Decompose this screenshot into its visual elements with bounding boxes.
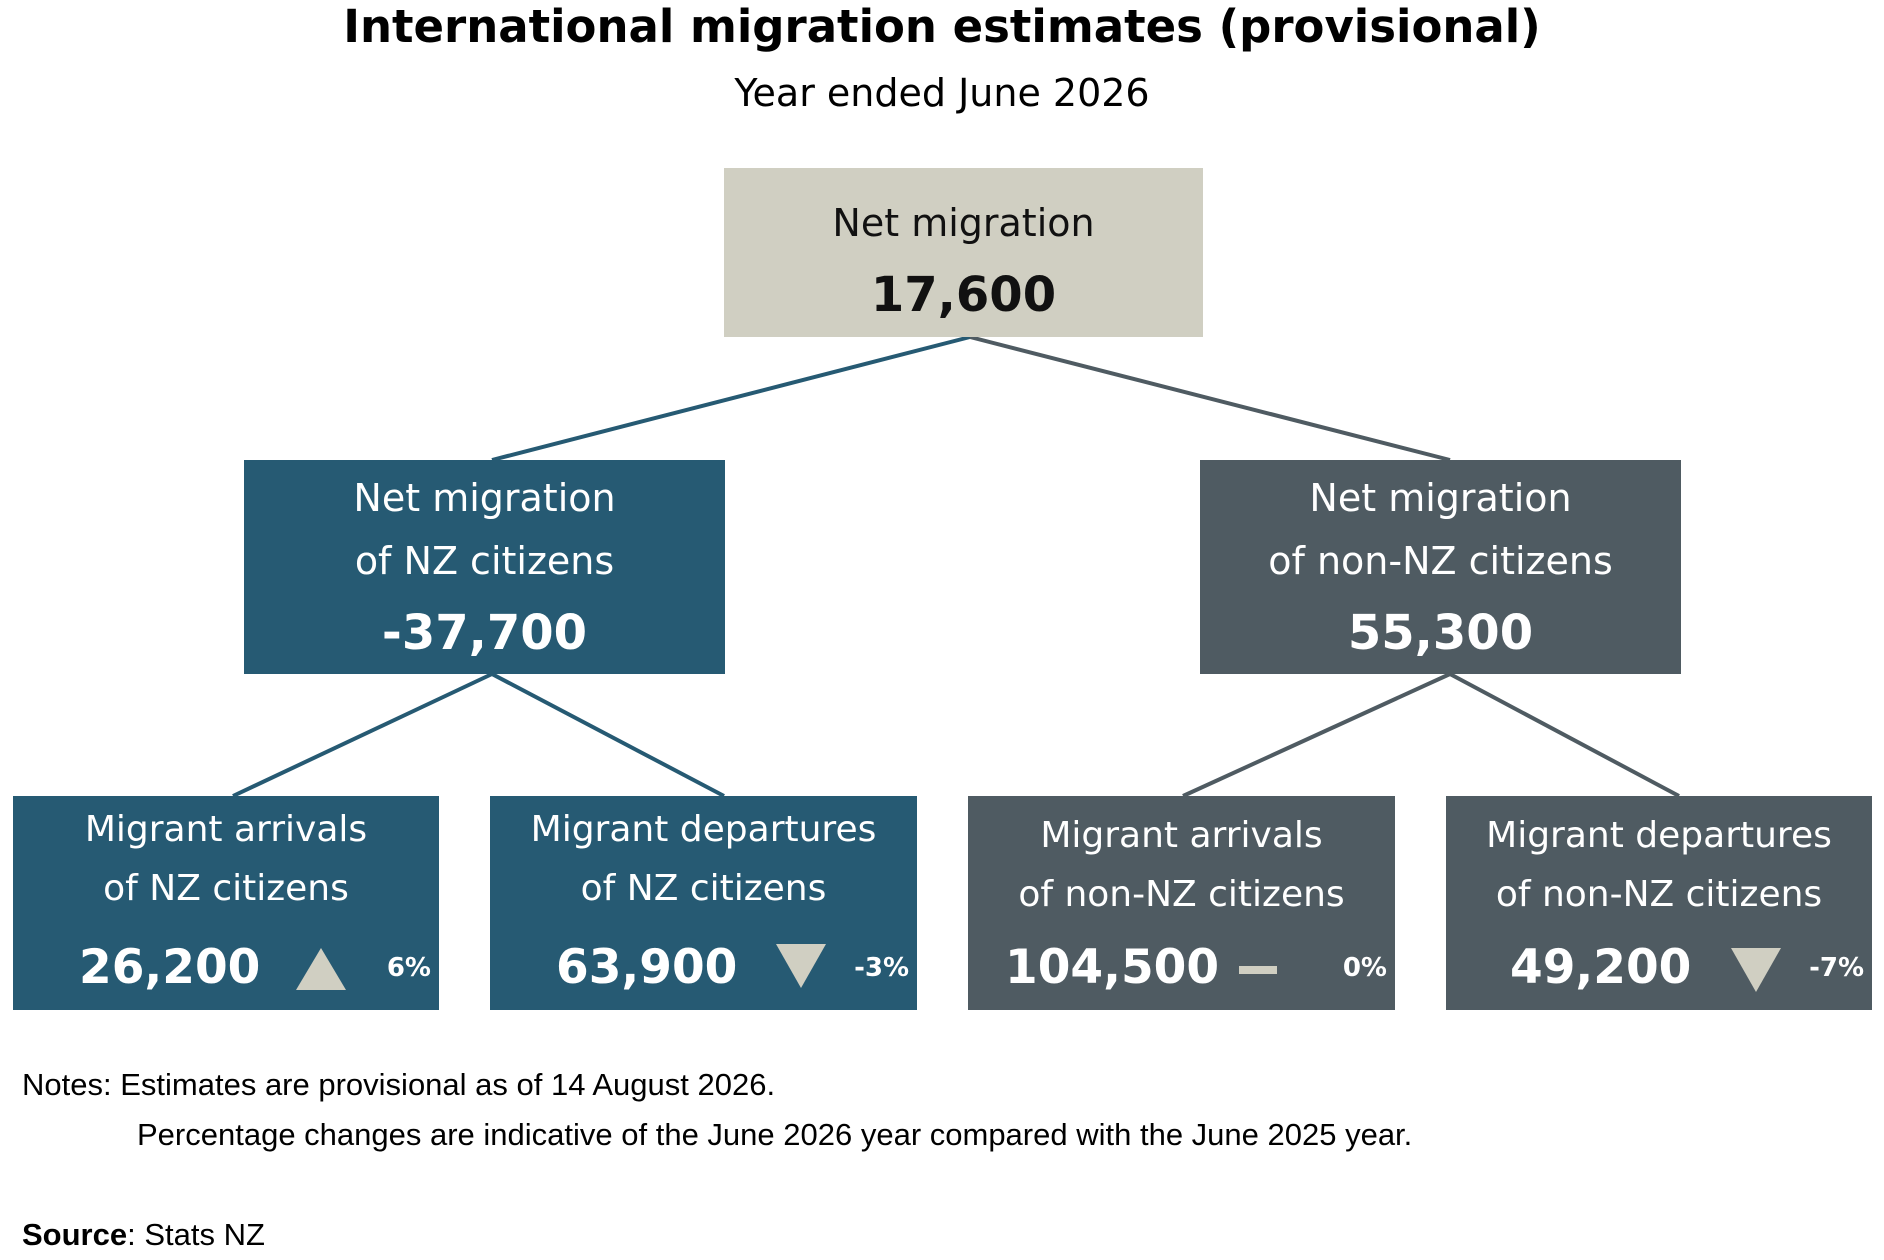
nz-departures-box: Migrant departures of NZ citizens 63,900…: [490, 796, 917, 1010]
net-migration-value: 17,600: [870, 267, 1057, 323]
non-nz-net-migration-box: Net migration of non-NZ citizens 55,300: [1200, 460, 1681, 674]
connector-non-nz-departures: [1449, 672, 1680, 798]
nz-arrivals-label-line1: Migrant arrivals: [84, 809, 368, 850]
connector-non-nz-arrivals: [1182, 672, 1451, 798]
non-nz-arrivals-box: Migrant arrivals of non-NZ citizens 104,…: [968, 796, 1395, 1010]
non-nz-net-label-line2: of non-NZ citizens: [1268, 539, 1613, 583]
notes-line1: Estimates are provisional as of 14 Augus…: [120, 1067, 776, 1102]
notes-line2: Percentage changes are indicative of the…: [137, 1117, 1413, 1152]
nz-arrivals-box: Migrant arrivals of NZ citizens 26,200 6…: [13, 796, 439, 1010]
non-nz-arrivals-label-line1: Migrant arrivals: [1040, 815, 1323, 856]
nz-net-migration-box: Net migration of NZ citizens -37,700: [244, 460, 725, 674]
net-migration-label: Net migration: [832, 201, 1095, 245]
nz-net-label-line1: Net migration: [353, 476, 616, 520]
down-triangle-icon: [776, 944, 826, 988]
non-nz-departures-label-line1: Migrant departures: [1486, 815, 1832, 856]
source-label: Source: [22, 1217, 128, 1252]
notes-label: Notes:: [22, 1067, 112, 1102]
up-triangle-icon: [296, 948, 346, 990]
nz-departures-change: -3%: [854, 953, 909, 983]
dash-icon: [1239, 966, 1277, 974]
non-nz-arrivals-value: 104,500: [1005, 940, 1220, 995]
notes: Notes: Estimates are provisional as of 1…: [22, 1060, 1412, 1160]
nz-net-value: -37,700: [381, 605, 588, 661]
nz-arrivals-value: 26,200: [79, 940, 261, 995]
connector-nz-departures: [491, 672, 725, 798]
chart-subtitle: Year ended June 2026: [734, 71, 1150, 115]
down-triangle-icon: [1731, 948, 1781, 992]
nz-departures-label-line2: of NZ citizens: [580, 868, 827, 909]
nz-arrivals-change: 6%: [386, 953, 431, 983]
non-nz-net-label-line1: Net migration: [1309, 476, 1572, 520]
net-migration-box: Net migration 17,600: [724, 168, 1203, 337]
non-nz-departures-box: Migrant departures of non-NZ citizens 49…: [1446, 796, 1872, 1010]
source-text: : Stats NZ: [127, 1217, 265, 1252]
nz-departures-label-line1: Migrant departures: [530, 809, 877, 850]
non-nz-departures-label-line2: of non-NZ citizens: [1495, 874, 1823, 915]
chart-title: International migration estimates (provi…: [343, 0, 1541, 53]
nz-net-label-line2: of NZ citizens: [354, 539, 615, 583]
connector-root-non-nz: [969, 335, 1451, 462]
nz-departures-value: 63,900: [556, 940, 738, 995]
non-nz-arrivals-change: 0%: [1342, 953, 1387, 983]
connector-nz-arrivals: [232, 672, 493, 798]
nz-arrivals-label-line2: of NZ citizens: [103, 868, 349, 909]
non-nz-departures-value: 49,200: [1510, 940, 1692, 995]
connector-root-nz: [491, 335, 971, 462]
non-nz-departures-change: -7%: [1809, 953, 1864, 983]
non-nz-arrivals-label-line2: of non-NZ citizens: [1018, 874, 1345, 915]
non-nz-net-value: 55,300: [1347, 605, 1534, 661]
source: Source: Stats NZ: [22, 1213, 265, 1257]
